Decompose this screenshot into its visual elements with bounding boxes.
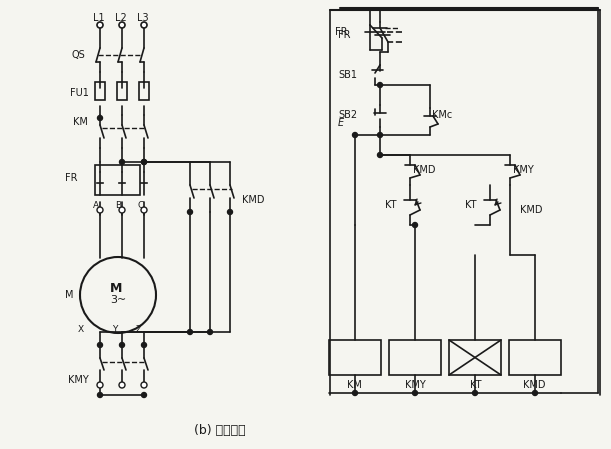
Circle shape	[353, 391, 357, 396]
Text: Z: Z	[136, 326, 142, 335]
Text: KMD: KMD	[242, 195, 265, 205]
Bar	[95, 165, 140, 195]
Circle shape	[97, 207, 103, 213]
Text: KT: KT	[470, 380, 481, 390]
Text: KT: KT	[465, 200, 477, 210]
Text: FR: FR	[335, 27, 348, 37]
Circle shape	[188, 210, 192, 215]
Circle shape	[119, 382, 125, 388]
Bar	[389, 340, 441, 375]
Bar	[449, 340, 501, 375]
Circle shape	[98, 343, 103, 348]
Circle shape	[142, 343, 147, 348]
Circle shape	[412, 223, 417, 228]
Text: M: M	[65, 290, 73, 300]
Circle shape	[141, 207, 147, 213]
Text: SB1: SB1	[338, 70, 357, 80]
Circle shape	[472, 391, 478, 396]
Text: KM: KM	[73, 117, 88, 127]
Text: 3~: 3~	[110, 295, 126, 305]
Circle shape	[142, 392, 147, 397]
Bar	[509, 340, 561, 375]
Text: L1: L1	[93, 13, 104, 23]
Circle shape	[98, 392, 103, 397]
Text: KMD: KMD	[520, 205, 543, 215]
Text: L3: L3	[137, 13, 148, 23]
Bar	[117, 82, 127, 100]
Text: E: E	[338, 118, 344, 128]
Text: KT: KT	[385, 200, 397, 210]
Bar	[95, 82, 105, 100]
Text: C: C	[137, 201, 143, 210]
Bar	[329, 340, 381, 375]
Circle shape	[378, 83, 382, 88]
Circle shape	[97, 382, 103, 388]
Text: KMD: KMD	[413, 165, 436, 175]
Text: B: B	[115, 201, 121, 210]
Circle shape	[142, 159, 147, 164]
Text: L2: L2	[115, 13, 126, 23]
Text: KMD: KMD	[523, 380, 546, 390]
Text: FR: FR	[338, 30, 351, 40]
Circle shape	[378, 132, 382, 137]
Text: KMY: KMY	[68, 375, 89, 385]
Text: QS: QS	[72, 50, 86, 60]
Circle shape	[353, 132, 357, 137]
Circle shape	[98, 115, 103, 120]
Text: KM: KM	[347, 380, 362, 390]
Text: M: M	[110, 282, 122, 295]
Circle shape	[119, 207, 125, 213]
Text: KMY: KMY	[513, 165, 534, 175]
Bar	[139, 82, 149, 100]
Circle shape	[208, 330, 213, 335]
Circle shape	[120, 159, 125, 164]
Text: SB2: SB2	[338, 110, 357, 120]
Text: A: A	[93, 201, 99, 210]
Circle shape	[412, 391, 417, 396]
Circle shape	[188, 330, 192, 335]
Circle shape	[119, 22, 125, 28]
Text: KMY: KMY	[405, 380, 426, 390]
Circle shape	[533, 391, 538, 396]
Circle shape	[120, 343, 125, 348]
Text: FR: FR	[65, 173, 78, 183]
Text: KMc: KMc	[432, 110, 452, 120]
Text: X: X	[78, 326, 84, 335]
Text: (b) 控制线路: (b) 控制线路	[194, 423, 246, 436]
Circle shape	[378, 153, 382, 158]
Circle shape	[142, 159, 147, 164]
Circle shape	[141, 22, 147, 28]
Text: FU1: FU1	[70, 88, 89, 98]
Circle shape	[227, 210, 233, 215]
Circle shape	[97, 22, 103, 28]
Circle shape	[141, 382, 147, 388]
Text: Y: Y	[112, 326, 117, 335]
